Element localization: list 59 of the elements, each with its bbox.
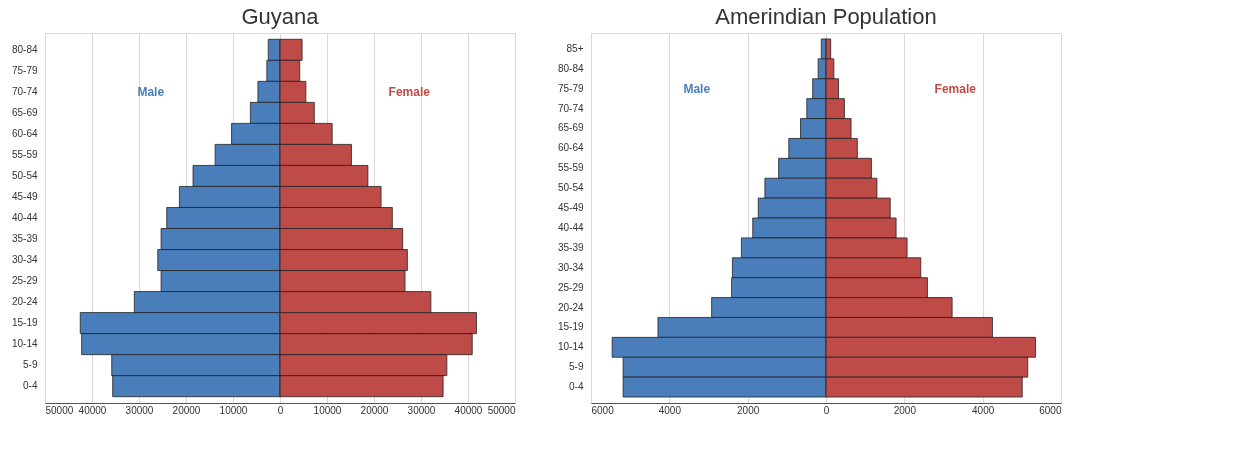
y-tick-label: 40-44 — [557, 221, 584, 233]
y-tick-label: 45-49 — [11, 190, 38, 202]
y-tick-label: 70-74 — [557, 102, 584, 114]
y-tick-label: 30-34 — [11, 254, 38, 266]
y-tick-label: 0-4 — [569, 381, 584, 393]
y-tick-label: 30-34 — [557, 261, 584, 273]
text: Female — [388, 84, 431, 99]
text: Female — [934, 81, 977, 96]
x-tick-label: 40000 — [454, 404, 483, 416]
x-tick-label: 0 — [277, 404, 284, 416]
y-tick-label: 45-49 — [557, 202, 584, 214]
x-tick-label: 10000 — [313, 404, 342, 416]
x-tick-label: 4000 — [972, 404, 995, 416]
x-tick-label: 10000 — [219, 404, 248, 416]
x-tick-label: 6000 — [591, 404, 615, 416]
chart-title: Amerindian Population — [715, 4, 937, 29]
y-tick-label: 85+ — [566, 42, 584, 54]
x-tick-label: 40000 — [78, 404, 107, 416]
text: Male — [137, 84, 165, 99]
y-tick-label: 75-79 — [11, 64, 38, 76]
y-tick-label: 50-54 — [11, 169, 38, 181]
x-tick-label: 50000 — [487, 404, 516, 416]
x-tick-label: 4000 — [658, 404, 682, 416]
text: Male — [683, 81, 711, 96]
x-tick-label: 6000 — [1039, 404, 1062, 416]
x-tick-label: 0 — [823, 404, 830, 416]
y-tick-label: 10-14 — [11, 338, 38, 350]
y-tick-label: 35-39 — [11, 233, 38, 245]
x-tick-label: 2000 — [737, 404, 760, 416]
x-tick-label: 30000 — [407, 404, 436, 416]
y-tick-label: 20-24 — [557, 301, 584, 313]
y-tick-label: 55-59 — [11, 148, 38, 160]
x-tick-label: 2000 — [893, 404, 917, 416]
chart-title: Guyana — [241, 4, 320, 29]
x-tick-label: 30000 — [125, 404, 154, 416]
y-tick-label: 15-19 — [11, 317, 38, 329]
x-tick-label: 50000 — [45, 404, 74, 416]
y-tick-label: 60-64 — [557, 142, 584, 154]
y-tick-label: 25-29 — [557, 281, 584, 293]
y-tick-label: 65-69 — [557, 122, 584, 134]
y-tick-label: 65-69 — [11, 106, 38, 118]
y-tick-label: 35-39 — [557, 241, 584, 253]
y-tick-label: 5-9 — [23, 359, 38, 371]
y-tick-label: 55-59 — [557, 162, 584, 174]
y-tick-label: 70-74 — [11, 85, 38, 97]
y-tick-label: 15-19 — [557, 321, 584, 333]
y-tick-label: 75-79 — [557, 82, 584, 94]
y-tick-label: 5-9 — [569, 361, 584, 373]
y-tick-label: 25-29 — [11, 275, 38, 287]
x-tick-label: 20000 — [360, 404, 389, 416]
y-tick-label: 60-64 — [11, 127, 38, 139]
x-tick-label: 20000 — [172, 404, 201, 416]
y-tick-label: 10-14 — [557, 341, 584, 353]
y-tick-label: 50-54 — [557, 182, 584, 194]
y-tick-label: 20-24 — [11, 296, 38, 308]
y-tick-label: 80-84 — [557, 62, 584, 74]
y-tick-label: 40-44 — [11, 212, 38, 223]
y-tick-label: 80-84 — [11, 43, 38, 55]
y-tick-label: 0-4 — [23, 380, 38, 392]
